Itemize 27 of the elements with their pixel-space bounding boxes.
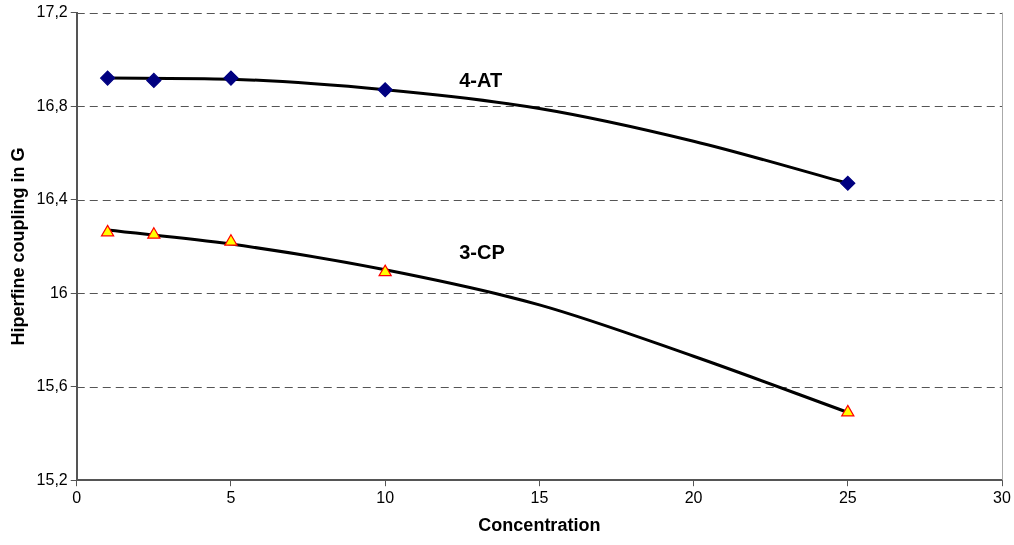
x-tick-label: 15 — [530, 489, 549, 507]
point — [147, 227, 161, 239]
y-tick-label: 16,8 — [36, 96, 68, 114]
y-tick-label: 15,2 — [36, 470, 68, 488]
x-tick-label: 30 — [993, 489, 1011, 507]
x-axis-title: Concentration — [478, 515, 601, 536]
y-tick-label: 16 — [49, 283, 68, 301]
series-label: 4-AT — [459, 69, 503, 92]
point — [841, 404, 855, 417]
point — [377, 82, 393, 98]
y-tick-label: 16,4 — [36, 190, 68, 208]
x-tick-label: 0 — [72, 489, 82, 507]
point — [378, 264, 392, 277]
y-tick-label: 17,2 — [36, 3, 68, 21]
x-tick-label: 5 — [226, 489, 236, 507]
x-tick-label: 10 — [376, 489, 395, 507]
point — [100, 224, 115, 237]
x-tick-label: 25 — [838, 489, 857, 507]
point — [224, 234, 238, 246]
y-axis-title: Hiperfine coupling in G — [7, 147, 28, 346]
y-tick-label: 15,6 — [36, 377, 68, 395]
point — [223, 70, 239, 86]
series-label: 3-CP — [459, 241, 505, 264]
point — [99, 70, 116, 86]
point — [840, 175, 856, 191]
point — [146, 72, 162, 88]
x-tick-label: 20 — [684, 489, 703, 507]
